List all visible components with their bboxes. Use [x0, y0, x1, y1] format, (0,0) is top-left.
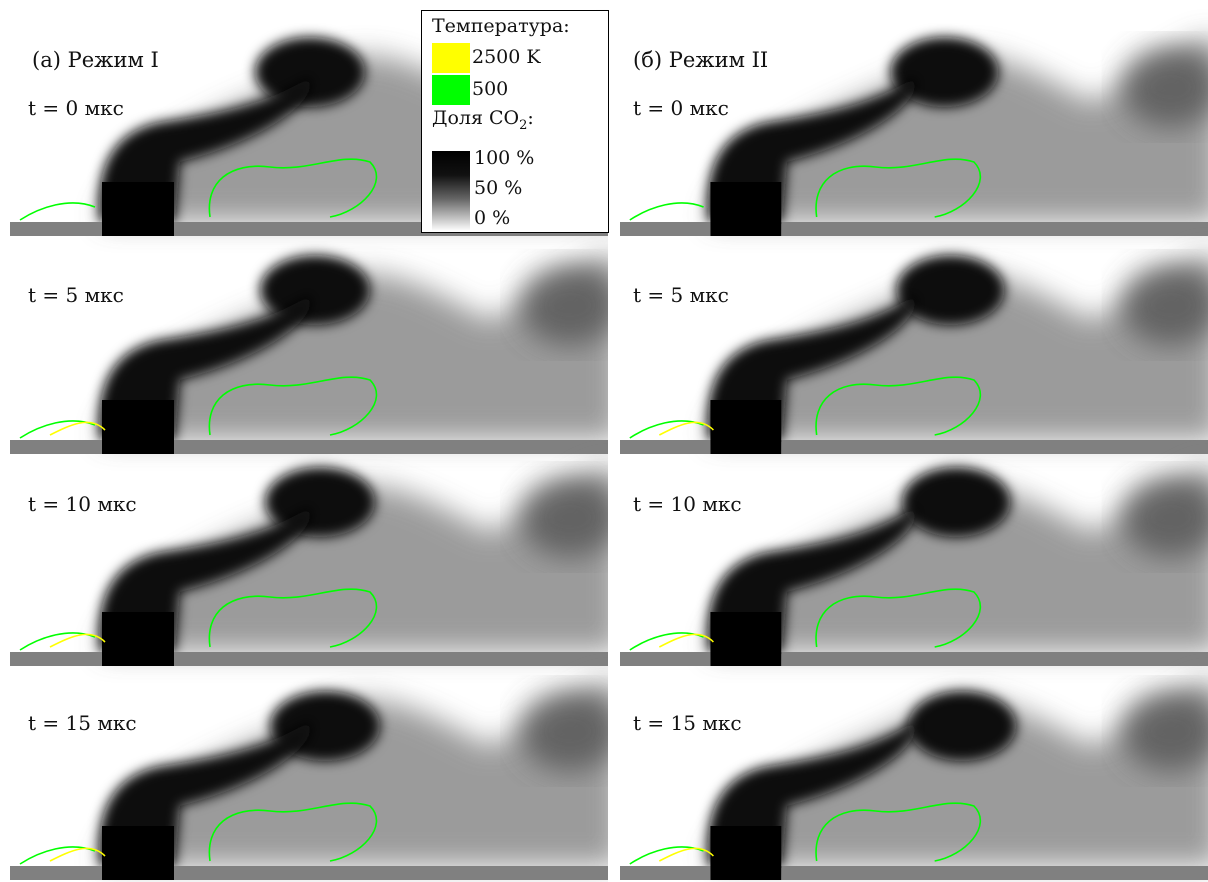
- wall-segment: [174, 440, 608, 454]
- time-label: t = 0 мкс: [28, 96, 124, 120]
- legend-swatch-low: [432, 75, 470, 105]
- jet-nozzle: [102, 222, 174, 236]
- time-label: t = 10 мкс: [633, 492, 742, 516]
- legend: Температура: 2500 K 500 Доля CO2: 100 % …: [421, 10, 609, 233]
- time-label: t = 5 мкс: [633, 283, 729, 307]
- wall-segment: [10, 652, 102, 666]
- field-panel: [10, 467, 608, 666]
- jet-nozzle: [710, 222, 782, 236]
- time-label: t = 0 мкс: [633, 96, 729, 120]
- wall-segment: [10, 440, 102, 454]
- legend-co2-50: 50 %: [474, 177, 523, 199]
- time-label: t = 15 мкс: [28, 711, 137, 735]
- jet-nozzle: [710, 440, 782, 454]
- legend-co2-gradient: [432, 151, 470, 231]
- legend-swatch-high: [432, 43, 470, 73]
- wall-segment: [781, 222, 1208, 236]
- wall-segment: [174, 866, 608, 880]
- field-panel: [10, 255, 608, 454]
- jet-nozzle: [710, 652, 782, 666]
- legend-co2-title: Доля CO2:: [432, 107, 534, 133]
- jet-nozzle: [710, 866, 782, 880]
- wall-segment: [781, 866, 1208, 880]
- column-title-regime-2: (б) Режим II: [633, 48, 769, 72]
- jet-nozzle: [102, 866, 174, 880]
- wall-segment: [781, 440, 1208, 454]
- time-label: t = 5 мкс: [28, 283, 124, 307]
- time-label: t = 15 мкс: [633, 711, 742, 735]
- legend-temp-high: 2500 K: [472, 46, 541, 68]
- legend-temperature-title: Температура:: [432, 15, 570, 37]
- legend-co2-0: 0 %: [474, 207, 511, 229]
- wall-segment: [10, 222, 102, 236]
- jet-nozzle: [102, 440, 174, 454]
- wall-segment: [174, 652, 608, 666]
- field-panel: [620, 255, 1208, 454]
- wall-segment: [620, 222, 711, 236]
- legend-co2-100: 100 %: [474, 147, 535, 169]
- field-panel: [620, 467, 1208, 666]
- column-title-regime-1: (а) Режим I: [32, 48, 159, 72]
- field-panel: [620, 681, 1208, 880]
- legend-temp-low: 500: [472, 78, 509, 100]
- field-panel: [620, 37, 1208, 236]
- jet-nozzle: [102, 652, 174, 666]
- time-label: t = 10 мкс: [28, 492, 137, 516]
- wall-segment: [620, 652, 711, 666]
- wall-segment: [10, 866, 102, 880]
- wall-segment: [620, 866, 711, 880]
- wall-segment: [781, 652, 1208, 666]
- field-panel: [10, 681, 608, 880]
- wall-segment: [620, 440, 711, 454]
